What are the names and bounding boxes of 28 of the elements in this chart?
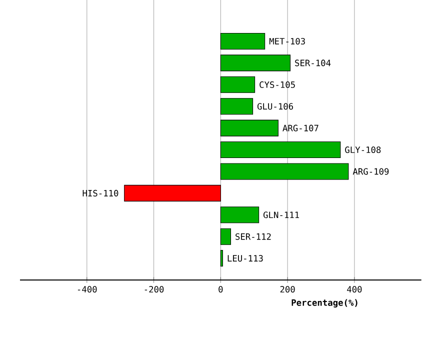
bar <box>220 120 278 136</box>
y-tick-label: GLN-111 <box>264 212 299 218</box>
bar <box>220 206 260 224</box>
y-tick-label: HIS-110 <box>82 190 118 196</box>
bar <box>220 54 291 72</box>
bar <box>220 228 231 245</box>
y-tick-label: CYS-105 <box>260 81 295 88</box>
x-tick-label: 200 <box>280 286 295 293</box>
y-tick-label: MET-103 <box>269 38 305 45</box>
bar <box>220 163 349 180</box>
bar <box>220 98 254 115</box>
bar <box>220 76 256 93</box>
x-tick-label: -200 <box>144 286 164 293</box>
y-tick-label: SER-112 <box>236 233 271 240</box>
y-tick-label: GLU-106 <box>257 103 293 110</box>
y-tick-label: LEU-113 <box>228 255 263 262</box>
bar <box>220 142 341 158</box>
x-tick-label: 0 <box>218 286 223 293</box>
x-tick-label: 400 <box>347 286 362 293</box>
bar <box>220 32 266 50</box>
y-tick-label: ARG-107 <box>282 124 318 132</box>
bar <box>124 184 221 202</box>
x-tick-label: -400 <box>78 286 97 293</box>
x-axis-title: Percentage(%) <box>292 299 358 308</box>
y-tick-label: GLY-108 <box>345 146 381 154</box>
bar <box>220 250 223 267</box>
y-tick-label: SER-104 <box>295 60 331 66</box>
y-tick-label: ARG-109 <box>352 168 389 175</box>
